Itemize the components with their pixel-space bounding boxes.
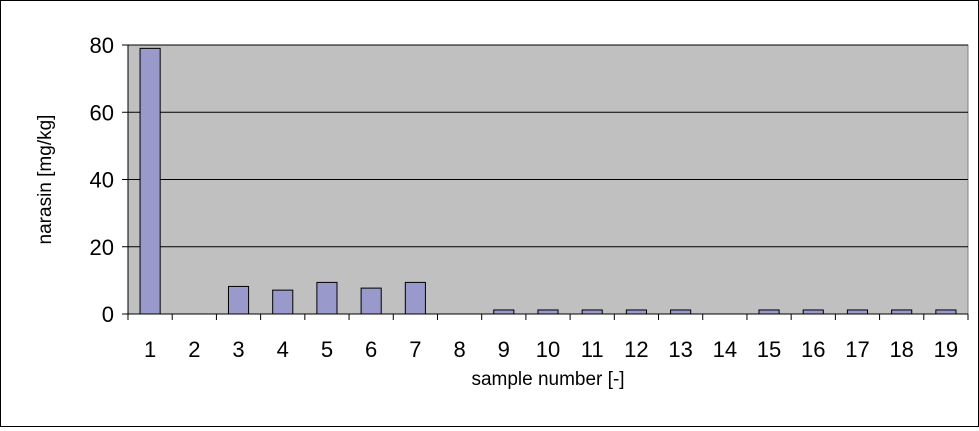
x-tick-label: 14: [713, 337, 737, 362]
bar: [227, 285, 250, 315]
y-tick-label: 60: [90, 100, 114, 125]
bar: [404, 281, 426, 315]
x-tick-label: 19: [934, 337, 958, 362]
x-tick-label: 18: [889, 337, 913, 362]
bar: [935, 309, 957, 315]
x-axis-label: sample number [-]: [471, 369, 624, 390]
x-tick-label: 2: [188, 337, 200, 362]
gridlines: [128, 44, 968, 248]
bar: [846, 309, 869, 315]
bar: [139, 47, 161, 315]
bar: [316, 281, 338, 315]
x-tick-label: 7: [409, 337, 421, 362]
x-tick-label: 6: [365, 337, 377, 362]
x-tick-label: 12: [624, 337, 648, 362]
x-tick-label: 5: [321, 337, 333, 362]
bar: [537, 309, 559, 315]
x-tick-label: 4: [277, 337, 289, 362]
x-tick-label: 9: [498, 337, 510, 362]
y-tick-label: 40: [90, 168, 114, 193]
x-tick-label: 3: [232, 337, 244, 362]
bar: [360, 287, 382, 315]
bar: [891, 309, 913, 315]
bar: [272, 289, 294, 315]
y-tick-label: 80: [90, 33, 114, 58]
y-axis: 0 20 40 60 80: [90, 33, 129, 327]
x-tick-label: 15: [757, 337, 781, 362]
x-tick-label: 8: [453, 337, 465, 362]
x-tick-label: 11: [581, 337, 604, 362]
x-tick-label: 16: [801, 337, 825, 362]
x-tick-label: 1: [144, 337, 156, 362]
bar: [625, 309, 647, 315]
x-tick-label: 17: [845, 337, 869, 362]
bar: [670, 309, 692, 315]
bar: [493, 309, 515, 315]
bar: [758, 309, 780, 315]
y-tick-label: 20: [90, 235, 114, 260]
y-axis-label: narasin [mg/kg]: [35, 115, 56, 245]
x-tick-label: 10: [536, 337, 560, 362]
x-tick-label: 13: [668, 337, 692, 362]
x-axis: 1 2 3 4 5 6 7 8 9 10 11 12 13 14 15 16 17 18 19: [127, 313, 969, 362]
y-tick-label: 0: [102, 302, 114, 327]
bar: [581, 309, 603, 315]
bar: [802, 309, 824, 315]
